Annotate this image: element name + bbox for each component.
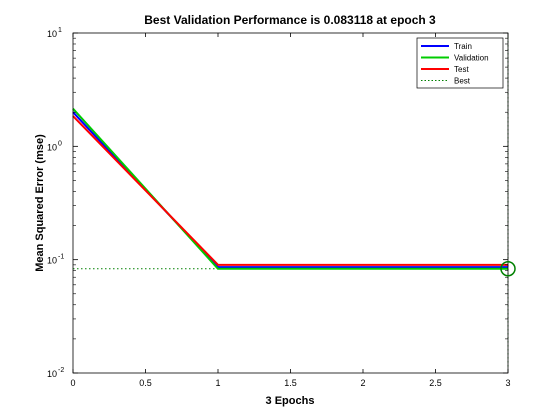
x-tick-label: 1 bbox=[215, 378, 220, 388]
y-tick-exponent: -1 bbox=[58, 254, 64, 261]
y-tick-label: 10 bbox=[47, 142, 57, 152]
legend-label-validation: Validation bbox=[454, 54, 489, 63]
y-tick-exponent: -2 bbox=[58, 367, 64, 374]
legend-label-test: Test bbox=[454, 65, 469, 74]
y-tick-label: 10 bbox=[47, 256, 57, 266]
x-tick-label: 2.5 bbox=[429, 378, 442, 388]
x-tick-label: 2 bbox=[360, 378, 365, 388]
x-axis-label: 3 Epochs bbox=[266, 395, 315, 407]
x-tick-label: 1.5 bbox=[284, 378, 297, 388]
y-tick-exponent: 1 bbox=[58, 27, 62, 34]
legend: Train Validation Test Best bbox=[417, 38, 503, 88]
legend-label-best: Best bbox=[454, 77, 471, 86]
y-tick-label: 10 bbox=[47, 369, 57, 379]
legend-label-train: Train bbox=[454, 42, 472, 51]
y-tick-label: 10 bbox=[47, 29, 57, 39]
x-tick-label: 3 bbox=[505, 378, 510, 388]
y-tick-exponent: 0 bbox=[58, 140, 62, 147]
chart-title: Best Validation Performance is 0.083118 … bbox=[144, 13, 436, 27]
x-tick-label: 0 bbox=[70, 378, 75, 388]
y-axis-label: Mean Squared Error (mse) bbox=[34, 134, 46, 272]
x-tick-label: 0.5 bbox=[139, 378, 152, 388]
